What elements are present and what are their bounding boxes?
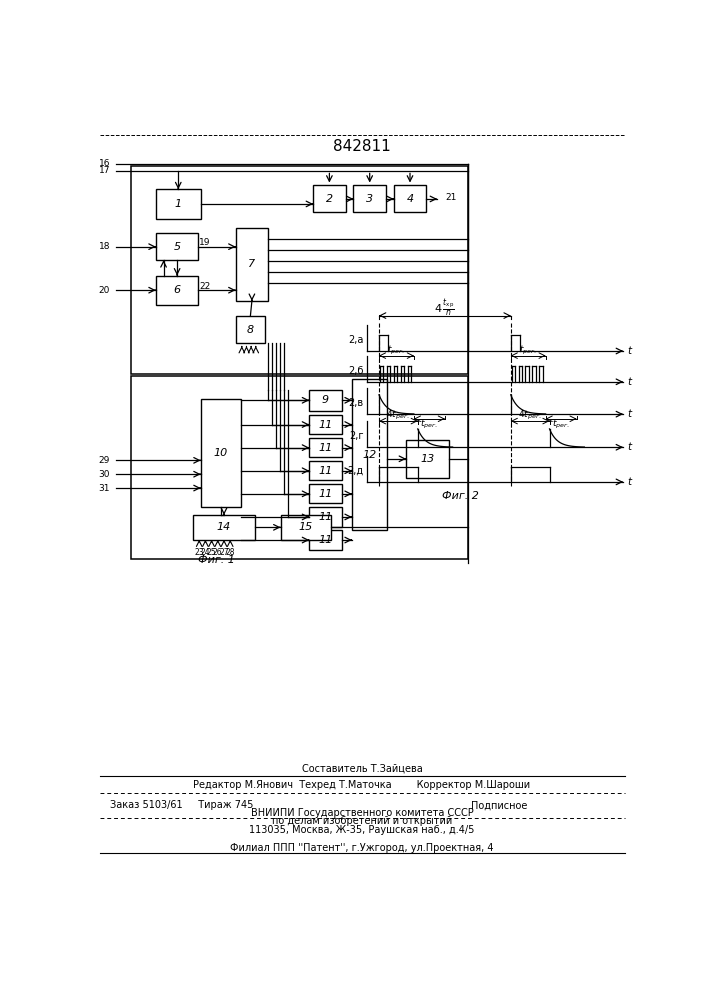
Text: 2: 2 [326, 194, 333, 204]
Text: 11: 11 [318, 489, 333, 499]
Text: Фиг. 2: Фиг. 2 [442, 491, 479, 501]
Text: 11: 11 [318, 512, 333, 522]
Text: $4t_{рег.}$: $4t_{рег.}$ [387, 409, 410, 422]
Text: 1: 1 [175, 199, 182, 209]
Text: 2,г: 2,г [349, 431, 363, 441]
Text: 11: 11 [318, 443, 333, 453]
Bar [309, 484, 341, 503]
Text: 14: 14 [217, 522, 231, 532]
Text: 842811: 842811 [333, 139, 391, 154]
Text: 11: 11 [318, 420, 333, 430]
Bar [235, 316, 265, 343]
Text: 11: 11 [318, 466, 333, 476]
Text: $t_{рег.}$: $t_{рег.}$ [387, 344, 406, 357]
Text: 18: 18 [98, 242, 110, 251]
Text: 6: 6 [173, 285, 181, 295]
Text: t: t [628, 442, 632, 452]
Bar [394, 185, 426, 212]
Text: 27: 27 [219, 548, 229, 557]
Text: 7: 7 [248, 259, 255, 269]
Text: $4t_{рег.}$: $4t_{рег.}$ [518, 409, 542, 422]
Text: 19: 19 [199, 238, 211, 247]
Text: Редактор М.Янович  Техред Т.Маточка        Корректор М.Шароши: Редактор М.Янович Техред Т.Маточка Корре… [194, 780, 530, 790]
Bar [406, 440, 449, 478]
Text: 23: 23 [194, 548, 204, 557]
Text: 12: 12 [362, 450, 376, 460]
Text: 24: 24 [201, 548, 210, 557]
Text: $t_{рег.}$: $t_{рег.}$ [519, 344, 537, 357]
Bar [131, 166, 468, 374]
Text: t: t [628, 477, 632, 487]
Text: Подписное: Подписное [471, 800, 527, 810]
Text: 31: 31 [98, 484, 110, 493]
Bar [235, 228, 268, 301]
Text: 113035, Москва, Ж-35, Раушская наб., д.4/5: 113035, Москва, Ж-35, Раушская наб., д.4… [250, 825, 474, 835]
Text: 3: 3 [366, 194, 373, 204]
Text: t: t [628, 346, 632, 356]
Text: $t_{рег.}$: $t_{рег.}$ [552, 418, 570, 431]
Text: $t_{рег.}$: $t_{рег.}$ [421, 418, 438, 431]
Text: 13: 13 [421, 454, 435, 464]
Text: 15: 15 [298, 522, 313, 532]
Text: по делам изобретений и открытий: по делам изобретений и открытий [271, 816, 452, 826]
Bar [354, 185, 386, 212]
Bar [313, 185, 346, 212]
Text: $4\,\frac{t_\mathrm{xp}}{n}$: $4\,\frac{t_\mathrm{xp}}{n}$ [435, 298, 455, 319]
Bar [309, 461, 341, 480]
Bar [309, 438, 341, 457]
Bar [156, 233, 199, 260]
Text: 11: 11 [318, 535, 333, 545]
Text: 25: 25 [206, 548, 216, 557]
Text: Фиг. 1: Фиг. 1 [198, 555, 235, 565]
Bar [156, 276, 199, 305]
Text: 22: 22 [199, 282, 210, 291]
Text: 2,в: 2,в [349, 398, 363, 408]
Text: Заказ 5103/61     Тираж 745: Заказ 5103/61 Тираж 745 [110, 800, 253, 810]
Text: Составитель Т.Зайцева: Составитель Т.Зайцева [302, 763, 422, 773]
Bar [281, 515, 331, 540]
Text: t: t [628, 377, 632, 387]
Text: 10: 10 [214, 448, 228, 458]
Text: 4: 4 [407, 194, 414, 204]
Bar [201, 399, 241, 507]
Text: 30: 30 [98, 470, 110, 479]
Text: 26: 26 [213, 548, 223, 557]
Text: 8: 8 [247, 325, 254, 335]
Text: 2,б: 2,б [348, 366, 363, 376]
Text: 21: 21 [445, 193, 456, 202]
Text: 16: 16 [98, 159, 110, 168]
Text: t: t [628, 409, 632, 419]
Text: 17: 17 [98, 166, 110, 175]
Bar [309, 507, 341, 527]
Text: 28: 28 [226, 548, 235, 557]
Text: 2,д: 2,д [347, 466, 363, 476]
Text: 20: 20 [99, 286, 110, 295]
Bar [131, 376, 468, 559]
Bar [193, 515, 255, 540]
Text: 29: 29 [99, 456, 110, 465]
Text: 5: 5 [173, 242, 181, 252]
Bar [309, 415, 341, 434]
Bar [309, 530, 341, 550]
Bar [309, 389, 341, 411]
Bar [156, 189, 201, 219]
Text: 9: 9 [322, 395, 329, 405]
Text: 2,а: 2,а [348, 335, 363, 345]
Bar [352, 379, 387, 530]
Text: ВНИИПИ Государственного комитета СССР: ВНИИПИ Государственного комитета СССР [250, 808, 473, 818]
Text: Филиал ППП ''Патент'', г.Ужгород, ул.Проектная, 4: Филиал ППП ''Патент'', г.Ужгород, ул.Про… [230, 843, 493, 853]
